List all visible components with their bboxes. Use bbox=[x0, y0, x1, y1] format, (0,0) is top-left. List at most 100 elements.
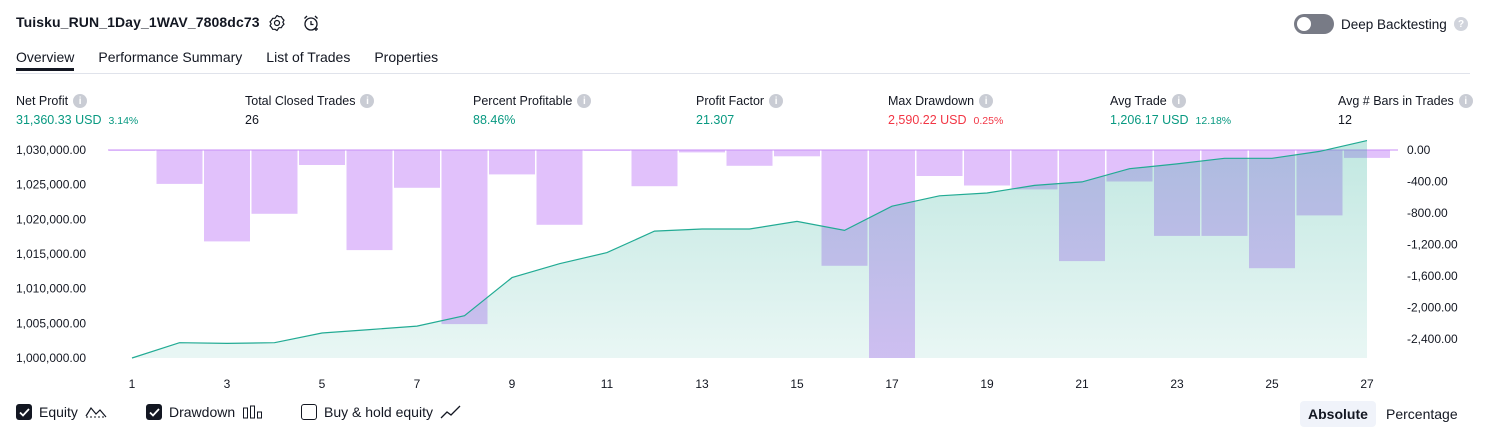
left-axis-tick-label: 1,025,000.00 bbox=[16, 178, 86, 192]
tab-list-of-trades[interactable]: List of Trades bbox=[266, 49, 351, 65]
stat-value: 2,590.22 USD bbox=[888, 113, 967, 127]
strategy-name: Tuisku_RUN_1Day_1WAV_7808dc73 bbox=[16, 14, 260, 30]
right-axis-tick-label: -400.00 bbox=[1407, 175, 1448, 189]
line-trend-icon bbox=[440, 405, 461, 419]
percentage-button[interactable]: Percentage bbox=[1386, 406, 1458, 422]
info-icon[interactable]: i bbox=[577, 94, 592, 108]
drawdown-bar bbox=[1011, 150, 1058, 190]
stat-label: Avg # Bars in Trades bbox=[1338, 94, 1454, 108]
stat-value: 12 bbox=[1338, 113, 1352, 127]
bars-icon bbox=[243, 405, 263, 419]
x-axis-tick-label: 15 bbox=[790, 377, 804, 391]
deep-backtesting-toggle[interactable] bbox=[1294, 14, 1334, 34]
x-axis-tick-label: 17 bbox=[885, 377, 899, 391]
x-axis-tick-label: 3 bbox=[224, 377, 231, 391]
right-axis-tick-label: -2,000.00 bbox=[1407, 301, 1458, 315]
tab-bar: Overview Performance Summary List of Tra… bbox=[16, 46, 462, 74]
equity-area bbox=[132, 140, 1367, 358]
stat-label: Avg Trade bbox=[1110, 94, 1167, 108]
stat-percent: 3.14% bbox=[108, 115, 139, 127]
stat-percent: 0.25% bbox=[973, 115, 1004, 127]
info-icon[interactable]: i bbox=[979, 94, 994, 108]
tab-overview[interactable]: Overview bbox=[16, 46, 75, 71]
x-axis-tick-label: 7 bbox=[414, 377, 421, 391]
stat-value: 31,360.33 USD bbox=[16, 113, 102, 127]
buy-hold-label: Buy & hold equity bbox=[324, 404, 433, 420]
deep-backtesting-label: Deep Backtesting bbox=[1341, 17, 1447, 32]
x-axis-tick-label: 11 bbox=[601, 377, 614, 391]
left-axis-tick-label: 1,010,000.00 bbox=[16, 282, 86, 296]
x-axis-tick-label: 27 bbox=[1360, 377, 1374, 391]
stat-total-closed-trades: Total Closed Trades i 26 bbox=[245, 94, 375, 127]
stat-value: 21.307 bbox=[696, 113, 735, 127]
right-axis-tick-label: -2,400.00 bbox=[1407, 332, 1458, 346]
right-axis-tick-label: 0.00 bbox=[1407, 143, 1431, 157]
x-axis-tick-label: 5 bbox=[319, 377, 326, 391]
drawdown-bar bbox=[916, 150, 963, 176]
equity-line-icon bbox=[85, 406, 107, 418]
stat-value: 1,206.17 USD bbox=[1110, 113, 1189, 127]
stat-label: Net Profit bbox=[16, 94, 69, 108]
legend-equity[interactable]: Equity bbox=[16, 404, 107, 420]
tab-divider bbox=[16, 73, 1470, 74]
drawdown-bar bbox=[204, 150, 250, 242]
stat-percent: 12.18% bbox=[1195, 115, 1232, 127]
drawdown-bar bbox=[631, 150, 678, 187]
stat-value: 26 bbox=[245, 113, 259, 127]
equity-checkbox[interactable] bbox=[16, 404, 32, 420]
stat-label: Max Drawdown bbox=[888, 94, 975, 108]
drawdown-bar bbox=[679, 150, 725, 153]
x-axis-tick-label: 25 bbox=[1265, 377, 1279, 391]
drawdown-checkbox[interactable] bbox=[146, 404, 162, 420]
help-icon[interactable]: ? bbox=[1454, 17, 1468, 31]
info-icon[interactable]: i bbox=[73, 94, 88, 108]
stat-label: Percent Profitable bbox=[473, 94, 573, 108]
drawdown-bar bbox=[489, 150, 535, 175]
stat-label: Profit Factor bbox=[696, 94, 765, 108]
right-axis-tick-label: -1,200.00 bbox=[1407, 238, 1458, 252]
x-axis-tick-label: 1 bbox=[129, 377, 136, 391]
tab-properties[interactable]: Properties bbox=[374, 49, 439, 65]
x-axis-tick-label: 13 bbox=[695, 377, 709, 391]
right-axis-tick-label: -800.00 bbox=[1407, 206, 1448, 220]
right-axis-tick-label: -1,600.00 bbox=[1407, 269, 1458, 283]
left-axis-tick-label: 1,015,000.00 bbox=[16, 247, 86, 261]
drawdown-bar bbox=[964, 150, 1010, 186]
stat-max-drawdown: Max Drawdown i 2,590.22 USD 0.25% bbox=[888, 94, 1003, 127]
left-axis-tick-label: 1,000,000.00 bbox=[16, 351, 86, 365]
equity-drawdown-chart[interactable]: 1,000,000.00 1,005,000.00 1,010,000.00 1,01… bbox=[0, 140, 1486, 395]
info-icon[interactable]: i bbox=[769, 94, 784, 108]
info-icon[interactable]: i bbox=[1171, 94, 1186, 108]
x-axis-tick-label: 21 bbox=[1075, 377, 1089, 391]
drawdown-bar bbox=[584, 150, 630, 151]
stat-avg-trade: Avg Trade i 1,206.17 USD 12.18% bbox=[1110, 94, 1231, 127]
stat-label: Total Closed Trades bbox=[245, 94, 356, 108]
stat-profit-factor: Profit Factor i 21.307 bbox=[696, 94, 784, 127]
left-axis-tick-label: 1,005,000.00 bbox=[16, 316, 86, 330]
info-icon[interactable]: i bbox=[1458, 94, 1473, 108]
x-axis-tick-label: 23 bbox=[1170, 377, 1184, 391]
legend-drawdown[interactable]: Drawdown bbox=[146, 404, 264, 420]
settings-icon[interactable] bbox=[267, 13, 287, 33]
buy-hold-checkbox[interactable] bbox=[301, 404, 317, 420]
stat-net-profit: Net Profit i 31,360.33 USD 3.14% bbox=[16, 94, 138, 127]
info-icon[interactable]: i bbox=[360, 94, 375, 108]
equity-label: Equity bbox=[39, 404, 78, 420]
left-axis-tick-label: 1,030,000.00 bbox=[16, 143, 86, 157]
drawdown-bar bbox=[109, 150, 155, 151]
alarm-add-icon[interactable] bbox=[301, 13, 321, 33]
stat-value: 88.46% bbox=[473, 113, 516, 127]
drawdown-bar bbox=[726, 150, 773, 166]
tab-performance-summary[interactable]: Performance Summary bbox=[98, 49, 243, 65]
drawdown-bar bbox=[774, 150, 820, 157]
drawdown-label: Drawdown bbox=[169, 404, 236, 420]
legend-buy-hold-equity[interactable]: Buy & hold equity bbox=[301, 404, 462, 420]
drawdown-bar bbox=[441, 150, 488, 325]
left-axis-tick-label: 1,020,000.00 bbox=[16, 212, 86, 226]
drawdown-bar bbox=[299, 150, 345, 165]
drawdown-bar bbox=[394, 150, 440, 188]
stat-avg-bars-in-trades: Avg # Bars in Trades i 12 bbox=[1338, 94, 1473, 127]
drawdown-bar bbox=[251, 150, 298, 214]
stat-percent-profitable: Percent Profitable i 88.46% bbox=[473, 94, 592, 127]
absolute-button[interactable]: Absolute bbox=[1300, 401, 1376, 427]
